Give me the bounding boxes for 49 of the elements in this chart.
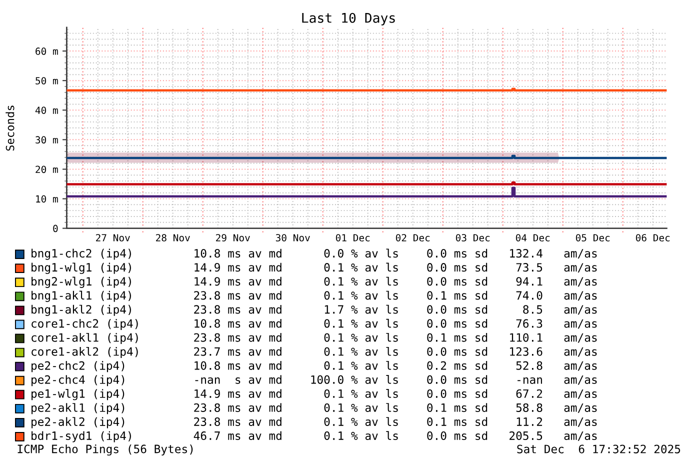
text: Sat Dec 6 17:32:52 2025 — [517, 444, 680, 454]
text: 23.7 ms av md 0.1 % av ls 0.0 ms sd 123.6 am/as — [194, 346, 597, 357]
y-tick-label: 20 m — [36, 166, 58, 174]
chart-title: Last 10 Days — [302, 12, 395, 26]
y-tick-label: 40 m — [35, 106, 58, 114]
x-tick-label: 30 Nov — [276, 234, 310, 242]
y-tick-label: 30 m — [36, 136, 58, 144]
text: 10.8 ms av md 0.1 % av ls 0.2 ms sd 52.8 am/as — [194, 361, 597, 371]
text: 14.9 ms av md 0.1 % av ls 0.0 ms sd 73.5 am/as — [194, 262, 597, 273]
legend-label: pe2-chc4 (ip4) — [32, 375, 124, 386]
legend-label: pe2-chc2 (ip4) — [32, 361, 124, 372]
x-tick-label: 04 Dec — [516, 234, 550, 242]
text: 10.8 ms av md 0.1 % av ls 0.0 ms sd 76.3 am/as — [194, 318, 597, 329]
text: 14.9 ms av md 0.1 % av ls 0.0 ms sd 94.1 am/as — [194, 276, 597, 287]
text: 46.7 ms av md 0.1 % av ls 0.0 ms sd 205.5 am/as — [194, 431, 597, 441]
legend-label: core1-akl1 (ip4) — [32, 332, 138, 344]
x-tick-label: 01 Dec — [336, 234, 370, 242]
text: ICMP Echo Pings (56 Bytes) — [18, 444, 193, 456]
legend-label: core1-akl2 (ip4) — [32, 346, 138, 358]
y-tick-label: 10 m — [36, 195, 58, 203]
legend-label: core1-chc2 (ip4) — [32, 318, 138, 330]
y-tick-label: 50 m — [36, 77, 58, 84]
text: 23.8 ms av md 0.1 % av ls 0.1 ms sd 110.1 am/as — [194, 332, 597, 343]
legend-label: bng1-chc2 (ip4) — [32, 248, 131, 260]
x-tick-label: 28 Nov — [156, 234, 190, 242]
x-tick-label: 29 Nov — [216, 234, 250, 242]
text: 23.8 ms av md 0.1 % av ls 0.1 ms sd 74.0 am/as — [194, 290, 597, 301]
legend-label: pe2-akl1 (ip4) — [32, 403, 124, 414]
x-tick-label: 03 Dec — [456, 234, 490, 242]
legend-label: pe1-wlg1 (ip4) — [32, 389, 124, 400]
x-tick-label: 02 Dec — [396, 234, 430, 242]
x-tick-label: 06 Dec — [636, 234, 670, 242]
legend-label: bng2-wlg1 (ip4) — [32, 276, 131, 288]
text: -nan s av md 100.0 % av ls 0.0 ms sd -nan am/as — [195, 375, 597, 385]
text: 23.8 ms av md 0.1 % av ls 0.1 ms sd 58.8 am/as — [194, 403, 597, 413]
y-tick-label: 60 m — [36, 48, 58, 55]
text: 23.8 ms av md 1.7 % av ls 0.0 ms sd 8.5 am/as — [194, 304, 597, 315]
legend-label: bdr1-syd1 (ip4) — [32, 431, 131, 442]
y-tick-label: 0 — [53, 224, 58, 232]
x-tick-label: 05 Dec — [576, 234, 610, 242]
legend-label: bng1-akl2 (ip4) — [32, 304, 131, 316]
text: 10.8 ms av md 0.0 % av ls 0.0 ms sd 132.4 am/as — [194, 248, 597, 259]
y-axis-title: Seconds — [6, 106, 14, 151]
text: 23.8 ms av md 0.1 % av ls 0.1 ms sd 11.2 am/as — [194, 417, 597, 427]
legend-label: bng1-wlg1 (ip4) — [32, 262, 131, 274]
legend-label: pe2-akl2 (ip4) — [32, 417, 124, 428]
x-tick-label: 27 Nov — [96, 234, 130, 242]
text: 14.9 ms av md 0.1 % av ls 0.0 ms sd 67.2 am/as — [194, 389, 597, 399]
legend-label: bng1-akl1 (ip4) — [32, 290, 131, 302]
